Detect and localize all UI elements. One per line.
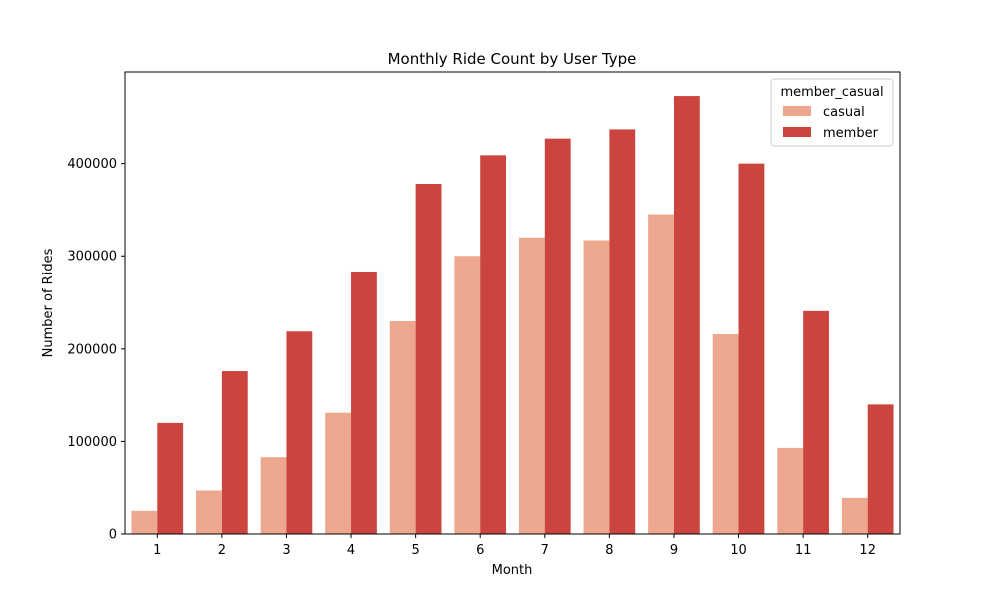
bar-casual-8	[583, 240, 610, 534]
legend-title: member_casual	[780, 85, 883, 100]
bar-member-8	[609, 129, 636, 534]
x-tick-label-8: 8	[605, 543, 613, 558]
x-tick-label-10: 10	[730, 543, 747, 558]
bar-casual-12	[841, 497, 868, 534]
plot-frame	[124, 71, 901, 535]
x-tick-label-6: 6	[476, 543, 484, 558]
bar-member-11	[803, 310, 829, 534]
y-tick-label-400000: 400000	[67, 157, 117, 172]
bar-member-2	[221, 371, 248, 534]
x-tick-label-5: 5	[411, 543, 419, 558]
bar-casual-7	[518, 237, 545, 535]
bar-member-7	[544, 138, 571, 534]
x-tick-label-1: 1	[153, 543, 161, 558]
bar-casual-6	[454, 256, 481, 534]
x-axis-label: Month	[492, 563, 533, 578]
bar-casual-10	[712, 334, 739, 534]
bar-member-12	[867, 404, 894, 534]
y-tick-label-0: 0	[109, 528, 117, 543]
x-tick-label-2: 2	[218, 543, 226, 558]
bar-member-4	[351, 271, 377, 534]
legend-swatch-member	[783, 127, 811, 137]
bar-member-5	[415, 184, 442, 534]
bars-layer	[131, 96, 894, 535]
bar-casual-11	[777, 447, 804, 534]
bar-casual-9	[648, 214, 674, 534]
bar-casual-3	[260, 457, 287, 534]
x-tick-label-9: 9	[670, 543, 678, 558]
y-tick-label-100000: 100000	[67, 435, 117, 450]
bar-member-1	[157, 422, 184, 534]
x-tick-label-7: 7	[541, 543, 549, 558]
x-tick-label-11: 11	[795, 543, 812, 558]
legend-label-member: member	[823, 126, 879, 141]
x-tick-label-4: 4	[347, 543, 355, 558]
x-tick-label-12: 12	[859, 543, 876, 558]
legend-label-casual: casual	[823, 105, 865, 120]
y-tick-label-300000: 300000	[67, 250, 117, 265]
x-tick-label-3: 3	[282, 543, 290, 558]
bar-casual-5	[389, 321, 416, 534]
legend-swatch-casual	[783, 106, 811, 116]
bar-member-10	[738, 163, 765, 534]
chart-title: Monthly Ride Count by User Type	[388, 50, 637, 68]
y-axis-label: Number of Rides	[41, 248, 56, 357]
bar-casual-2	[196, 490, 222, 534]
y-tick-label-200000: 200000	[67, 342, 117, 357]
bar-casual-1	[131, 510, 158, 534]
bar-casual-4	[325, 412, 352, 534]
bar-member-3	[286, 331, 313, 534]
bar-member-6	[480, 155, 507, 534]
bar-member-9	[673, 96, 700, 534]
